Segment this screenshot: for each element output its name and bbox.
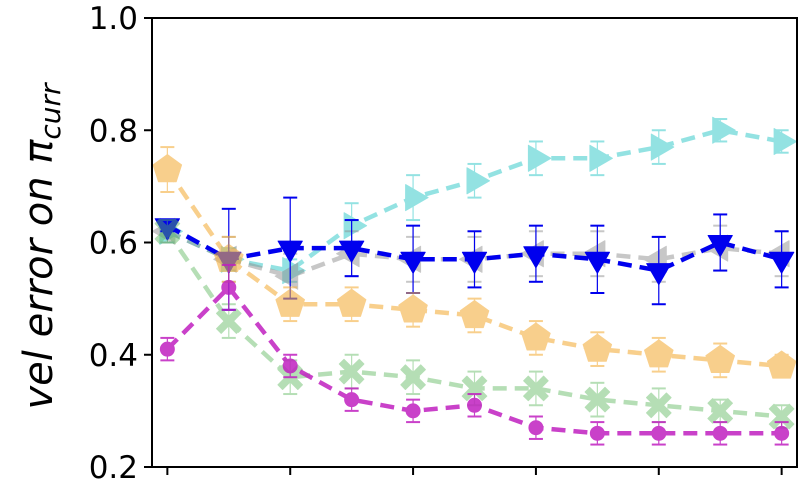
- y-tick-label: 0.2: [89, 450, 138, 486]
- data-point: [589, 425, 605, 441]
- data-point: [712, 116, 736, 144]
- data-point: [459, 300, 490, 329]
- data-point: [277, 240, 303, 263]
- data-point: [523, 246, 549, 269]
- data-point: [766, 350, 797, 379]
- x-ticks: [166, 467, 783, 475]
- series-line: [165, 168, 782, 369]
- series-orange-pentagon: [152, 146, 797, 379]
- data-point: [646, 392, 672, 419]
- y-tick-label: 0.8: [89, 113, 138, 149]
- series-blue-triangle-down: [154, 196, 795, 311]
- data-point: [216, 308, 242, 334]
- data-point: [154, 218, 180, 241]
- data-point: [582, 333, 613, 362]
- data-point: [705, 344, 735, 373]
- data-point: [398, 294, 428, 323]
- data-point: [584, 251, 610, 274]
- data-point: [589, 144, 613, 172]
- data-point: [343, 212, 368, 240]
- data-point: [467, 397, 482, 413]
- data-point: [521, 322, 551, 351]
- y-axis-label-main: vel error on π: [16, 139, 62, 410]
- data-point: [461, 251, 488, 274]
- y-tick-label: 1.0: [89, 1, 138, 37]
- data-point: [221, 279, 237, 295]
- data-point: [400, 364, 426, 390]
- y-ticks: 0.2 0.4 0.6 0.8 1.0: [89, 1, 152, 486]
- data-point: [644, 339, 674, 368]
- y-tick-label: 0.6: [89, 226, 138, 262]
- data-point: [282, 358, 298, 374]
- data-point: [466, 167, 490, 195]
- data-point: [344, 392, 360, 408]
- data-point: [400, 251, 426, 274]
- y-axis-label: vel error on πcurr: [16, 82, 67, 410]
- data-point: [405, 403, 421, 419]
- data-point: [274, 262, 299, 290]
- data-point: [154, 218, 181, 245]
- data-point: [528, 420, 544, 436]
- data-point: [774, 425, 790, 441]
- data-point: [707, 235, 733, 257]
- series-magenta-circle: [159, 263, 790, 446]
- data-point: [338, 358, 365, 385]
- data-point: [275, 288, 305, 317]
- data-point: [159, 341, 175, 357]
- y-tick-label: 0.4: [89, 338, 138, 374]
- data-point: [405, 184, 429, 212]
- plot-area: [151, 116, 798, 446]
- data-point: [650, 133, 675, 161]
- data-point: [712, 425, 728, 441]
- data-point: [651, 425, 667, 441]
- series-line: [165, 230, 782, 419]
- data-point: [339, 240, 365, 263]
- data-point: [769, 251, 795, 274]
- data-point: [523, 375, 549, 402]
- data-point: [527, 144, 552, 172]
- data-point: [152, 154, 183, 183]
- data-point: [336, 288, 367, 317]
- y-axis-label-subscript: curr: [34, 82, 67, 140]
- data-point: [773, 128, 798, 155]
- data-point: [707, 398, 733, 424]
- data-point: [584, 386, 611, 413]
- data-point: [646, 263, 672, 286]
- axes: 0.2 0.4 0.6 0.8 1.0: [89, 1, 798, 486]
